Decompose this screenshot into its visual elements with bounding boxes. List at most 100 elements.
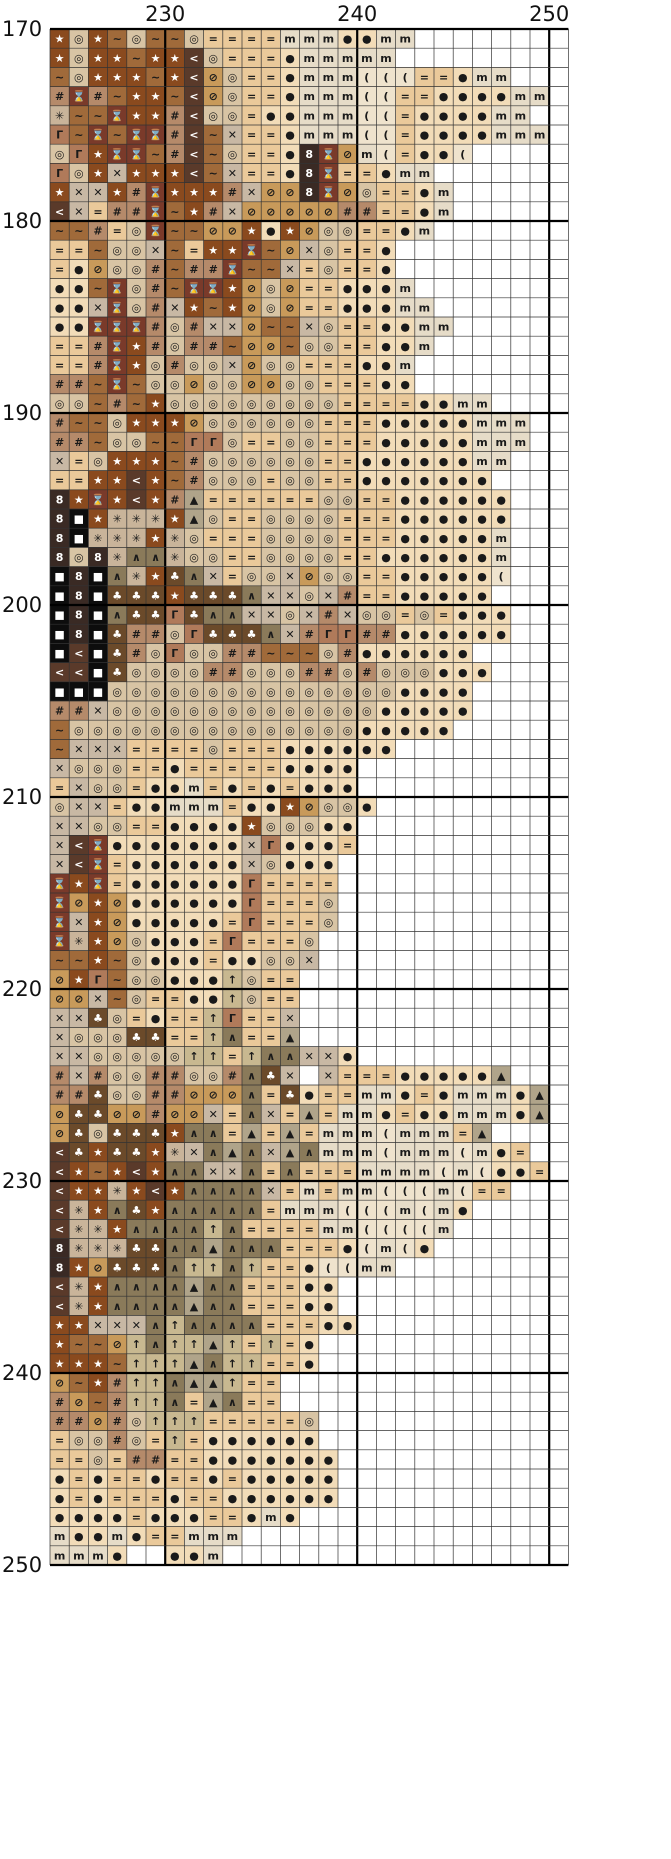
stitch-cell: ◎ xyxy=(203,470,223,490)
stitch-symbol: ↑ xyxy=(170,1338,179,1351)
stitch-cell: ● xyxy=(50,1507,70,1527)
stitch-symbol: ⊘ xyxy=(266,186,275,199)
stitch-cell: = xyxy=(242,1392,262,1412)
stitch-symbol: ∧ xyxy=(228,609,237,622)
stitch-cell: ★ xyxy=(107,1161,127,1181)
stitch-symbol: < xyxy=(55,1146,64,1159)
stitch-cell: ( xyxy=(376,1142,396,1162)
stitch-symbol: ★ xyxy=(93,52,103,65)
stitch-symbol: ■ xyxy=(74,532,84,545)
stitch-symbol: ● xyxy=(496,90,506,103)
stitch-symbol: ● xyxy=(228,954,238,967)
stitch-symbol: ∼ xyxy=(74,225,83,238)
stitch-symbol: ∼ xyxy=(74,1338,83,1351)
stitch-symbol: = xyxy=(74,474,83,487)
stitch-symbol: = xyxy=(247,52,256,65)
stitch-cell: ◎ xyxy=(242,413,262,433)
stitch-cell: ◎ xyxy=(146,355,166,375)
stitch-cell: ◎ xyxy=(242,681,262,701)
stitch-symbol: ∼ xyxy=(247,263,256,276)
stitch-cell: ● xyxy=(146,835,166,855)
stitch-cell: = xyxy=(50,470,70,490)
stitch-cell: ✕ xyxy=(88,297,108,317)
stitch-cell: ★ xyxy=(165,163,185,183)
stitch-symbol: ♣ xyxy=(93,1108,103,1121)
stitch-symbol: # xyxy=(189,321,198,334)
stitch-symbol: ★ xyxy=(151,1204,161,1217)
stitch-symbol: ● xyxy=(458,685,468,698)
stitch-cell: ★ xyxy=(126,86,146,106)
stitch-symbol: ◎ xyxy=(285,532,295,545)
stitch-symbol: ★ xyxy=(131,90,141,103)
stitch-symbol: ↑ xyxy=(170,1415,179,1428)
stitch-symbol: ♣ xyxy=(247,628,257,641)
stitch-cell: ⌛ xyxy=(88,489,108,509)
stitch-cell: # xyxy=(107,1392,127,1412)
stitch-cell: ∼ xyxy=(165,29,185,49)
stitch-symbol: ∼ xyxy=(93,1165,102,1178)
stitch-symbol: = xyxy=(266,1127,275,1140)
stitch-symbol: ◎ xyxy=(74,1031,84,1044)
stitch-symbol: # xyxy=(55,705,64,718)
stitch-cell: ◎ xyxy=(318,643,338,663)
stitch-cell: ● xyxy=(146,854,166,874)
stitch-symbol: = xyxy=(266,1089,275,1102)
stitch-symbol: 8 xyxy=(305,186,313,199)
stitch-symbol: ◎ xyxy=(170,705,180,718)
stitch-cell: ◎ xyxy=(126,1065,146,1085)
stitch-symbol: ■ xyxy=(54,628,64,641)
stitch-cell: ◎ xyxy=(88,1123,108,1143)
stitch-cell: ♣ xyxy=(107,585,127,605)
column-label: 250 xyxy=(529,2,569,26)
stitch-symbol: ∧ xyxy=(190,570,199,583)
stitch-cell: m xyxy=(376,1257,396,1277)
stitch-cell: ∼ xyxy=(165,259,185,279)
stitch-cell: ● xyxy=(338,1238,358,1258)
stitch-symbol: ( xyxy=(364,129,369,142)
stitch-cell: ● xyxy=(491,1161,511,1181)
stitch-symbol: ∧ xyxy=(286,1050,295,1063)
stitch-cell: < xyxy=(69,662,89,682)
stitch-symbol: ∼ xyxy=(285,321,294,334)
stitch-cell: = xyxy=(530,1161,550,1181)
stitch-cell: ◎ xyxy=(280,451,300,471)
stitch-symbol: = xyxy=(305,1165,314,1178)
stitch-symbol: ★ xyxy=(170,1185,180,1198)
stitch-cell: ● xyxy=(126,893,146,913)
stitch-cell: ✕ xyxy=(69,739,89,759)
stitch-symbol: ⊘ xyxy=(228,225,237,238)
stitch-cell: # xyxy=(357,201,377,221)
stitch-symbol: ● xyxy=(132,877,142,890)
stitch-cell: ● xyxy=(146,950,166,970)
stitch-symbol: ★ xyxy=(170,186,180,199)
stitch-symbol: m xyxy=(419,167,430,180)
stitch-symbol: = xyxy=(362,1069,371,1082)
stitch-symbol: ⌛ xyxy=(206,282,220,295)
stitch-symbol: ● xyxy=(132,858,142,871)
stitch-cell: ◎ xyxy=(107,720,127,740)
stitch-symbol: ♣ xyxy=(112,1261,122,1274)
row-label: 210 xyxy=(2,785,42,809)
stitch-symbol: ∼ xyxy=(151,436,160,449)
stitch-symbol: ◎ xyxy=(151,359,161,372)
stitch-cell: ⊘ xyxy=(280,182,300,202)
stitch-cell: = xyxy=(222,29,242,49)
stitch-symbol: = xyxy=(266,129,275,142)
stitch-cell: = xyxy=(242,144,262,164)
stitch-cell: ★ xyxy=(203,182,223,202)
stitch-cell: ↑ xyxy=(261,1334,281,1354)
stitch-cell: = xyxy=(338,835,358,855)
stitch-symbol: ♣ xyxy=(131,1146,141,1159)
stitch-symbol: ★ xyxy=(151,52,161,65)
stitch-cell: m xyxy=(184,1526,204,1546)
stitch-symbol: ♣ xyxy=(93,1012,103,1025)
stitch-cell: ● xyxy=(434,509,454,529)
stitch-symbol: ● xyxy=(496,1165,506,1178)
stitch-symbol: ◎ xyxy=(189,685,199,698)
stitch-symbol: ● xyxy=(55,282,65,295)
stitch-cell: = xyxy=(280,931,300,951)
stitch-symbol: ▲ xyxy=(190,493,199,506)
stitch-cell: # xyxy=(69,374,89,394)
stitch-symbol: ( xyxy=(364,90,369,103)
stitch-cell: = xyxy=(69,240,89,260)
